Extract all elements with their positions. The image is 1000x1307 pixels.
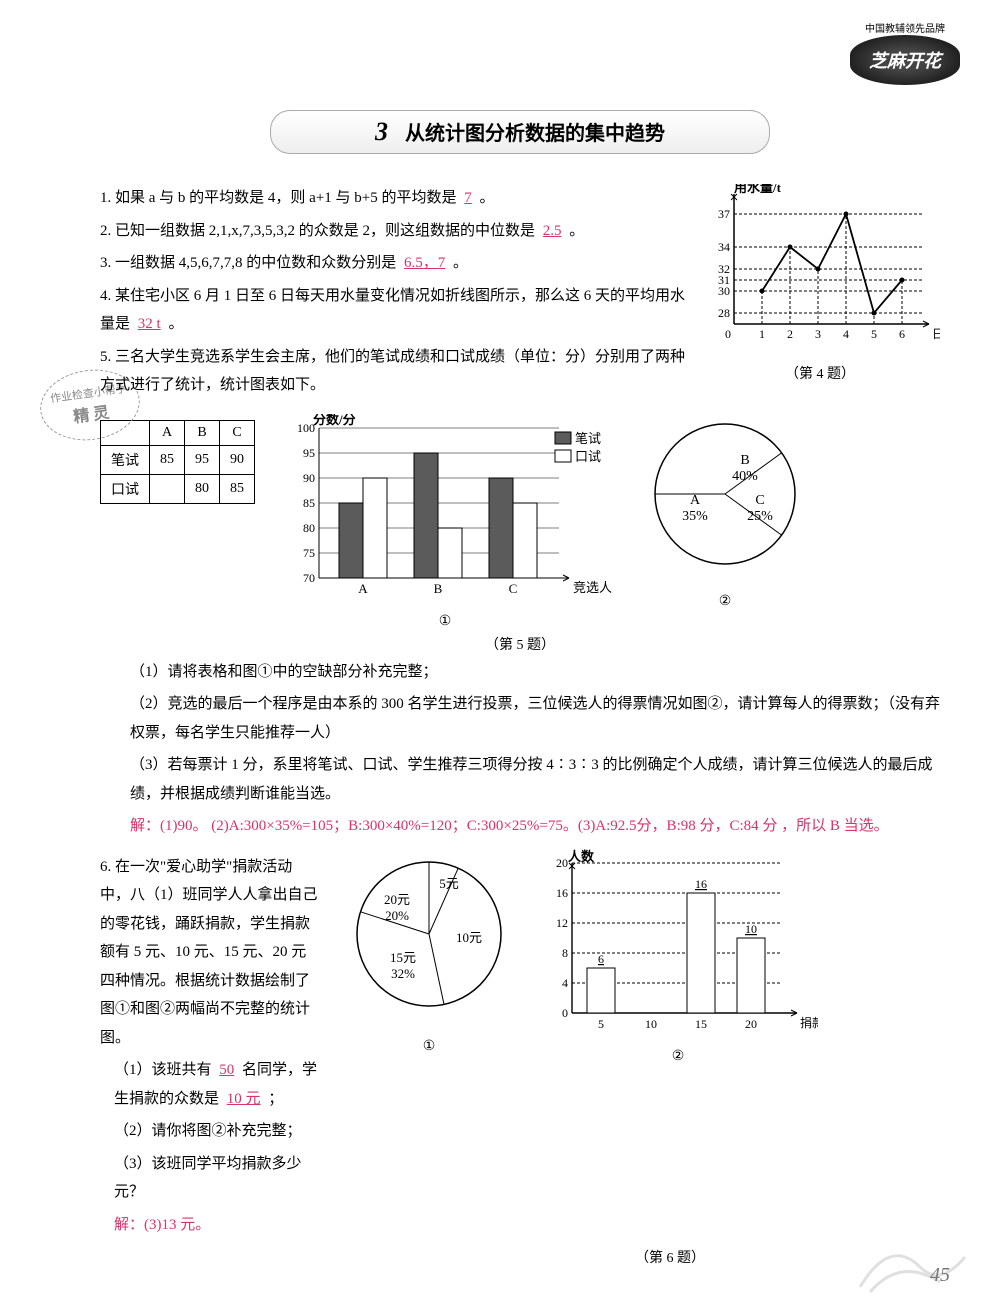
q1-answer: 7 — [460, 190, 476, 206]
svg-text:竞选人: 竞选人 — [573, 580, 612, 595]
q5-bar-circled: ① — [275, 613, 615, 630]
svg-text:B: B — [434, 581, 443, 596]
svg-text:B: B — [740, 453, 749, 468]
svg-text:15元: 15元 — [390, 950, 416, 965]
question-5: 5. 三名大学生竞选系学生会主席，他们的笔试成绩和口试成绩（单位：分）分别用了两… — [100, 343, 940, 400]
svg-text:20元: 20元 — [384, 892, 410, 907]
svg-text:80: 80 — [303, 521, 315, 535]
q6-sub1: （1）该班共有 50 名同学，学生捐款的众数是 10 元 ； — [100, 1056, 320, 1113]
svg-text:35%: 35% — [682, 509, 708, 524]
q5-sub2: （2）竞选的最后一个程序是由本系的 300 名学生进行投票，三位候选人的得票情况… — [100, 690, 940, 747]
brand-badge: 中国教辅领先品牌 芝麻开花 — [850, 20, 960, 85]
svg-text:A: A — [358, 581, 368, 596]
svg-text:12: 12 — [556, 916, 568, 930]
section-title: 3 从统计图分析数据的集中趋势 — [270, 110, 770, 154]
q6-sub3: （3）该班同学平均捐款多少元？ — [100, 1150, 320, 1207]
q4-answer: 32 t — [134, 316, 165, 332]
svg-text:C: C — [755, 493, 764, 508]
svg-text:8: 8 — [562, 946, 568, 960]
svg-text:100: 100 — [297, 421, 315, 435]
svg-text:90: 90 — [303, 471, 315, 485]
q6-ans1: 50 — [215, 1062, 238, 1078]
q5-answer: 解：(1)90。 (2)A:300×35%=105；B:300×40%=120；… — [100, 812, 940, 841]
svg-text:口试: 口试 — [575, 449, 601, 464]
brand-top-text: 中国教辅领先品牌 — [850, 20, 960, 35]
question-4: 4. 某住宅小区 6 月 1 日至 6 日每天用水量变化情况如折线图所示，那么这… — [100, 282, 940, 339]
svg-text:16: 16 — [695, 877, 707, 891]
q5-sub1: （1）请将表格和图①中的空缺部分补充完整； — [100, 658, 940, 687]
q6-pie-circled: ① — [334, 1038, 524, 1055]
q6-bar-chart: 人数 0 4 8 12 16 20 6 5 10 16 15 10 — [538, 849, 818, 1039]
svg-text:15: 15 — [695, 1017, 707, 1031]
q5-score-table: ABC 笔试859590 口试8085 — [100, 420, 255, 504]
svg-text:20%: 20% — [385, 908, 409, 923]
q5-fig-label: （第 5 题） — [100, 634, 940, 654]
svg-text:C: C — [509, 581, 518, 596]
q6-sub2: （2）请你将图②补充完整； — [100, 1117, 320, 1146]
svg-text:4: 4 — [562, 976, 568, 990]
svg-text:5: 5 — [598, 1017, 604, 1031]
svg-text:85: 85 — [303, 496, 315, 510]
q2-answer: 2.5 — [539, 223, 566, 239]
q5-pie-circled: ② — [635, 593, 815, 610]
section-title-text: 从统计图分析数据的集中趋势 — [405, 123, 665, 145]
q5-bar-chart: 分数/分 70 75 80 85 90 95 100 A B — [275, 414, 615, 604]
svg-text:5元: 5元 — [439, 876, 459, 891]
page-number: 45 — [930, 1264, 950, 1287]
brand-logo: 芝麻开花 — [850, 35, 960, 85]
svg-text:笔试: 笔试 — [575, 431, 601, 446]
question-2: 2. 已知一组数据 2,1,x,7,3,5,3,2 的众数是 2，则这组数据的中… — [100, 217, 940, 246]
corner-decoration — [850, 1227, 970, 1297]
question-1: 1. 如果 a 与 b 的平均数是 4，则 a+1 与 b+5 的平均数是 7 … — [100, 184, 940, 213]
svg-text:20: 20 — [745, 1017, 757, 1031]
svg-text:0: 0 — [562, 1006, 568, 1020]
svg-text:40%: 40% — [732, 469, 758, 484]
svg-text:16: 16 — [556, 886, 568, 900]
svg-text:32%: 32% — [391, 966, 415, 981]
q6-pie-chart: 20元 20% 5元 10元 15元 32% — [334, 849, 524, 1029]
question-3: 3. 一组数据 4,5,6,7,7,8 的中位数和众数分别是 6.5，7 。 — [100, 249, 940, 278]
svg-text:人数: 人数 — [568, 849, 595, 864]
svg-text:10: 10 — [645, 1017, 657, 1031]
q3-answer: 6.5，7 — [400, 255, 449, 271]
q6-answer: 解：(3)13 元。 — [100, 1211, 320, 1240]
question-6: 6. 在一次"爱心助学"捐款活动中，八（1）班同学人人拿出自己的零花钱，踊跃捐款… — [100, 853, 320, 1053]
q5-sub3: （3）若每票计 1 分，系里将笔试、口试、学生推荐三项得分按 4∶3∶3 的比例… — [100, 751, 940, 808]
svg-text:捐款额/元: 捐款额/元 — [800, 1016, 818, 1030]
svg-text:20: 20 — [556, 856, 568, 870]
section-number: 3 — [375, 117, 388, 146]
svg-text:10元: 10元 — [456, 930, 482, 945]
q6-bar-circled: ② — [538, 1048, 818, 1065]
svg-text:75: 75 — [303, 546, 315, 560]
q5-pie-chart: A 35% B 40% C 25% — [635, 414, 815, 584]
svg-text:分数/分: 分数/分 — [313, 414, 356, 427]
q6-ans2: 10 元 — [223, 1091, 265, 1107]
svg-text:6: 6 — [598, 952, 604, 966]
svg-text:95: 95 — [303, 446, 315, 460]
svg-text:25%: 25% — [747, 509, 773, 524]
svg-text:10: 10 — [745, 922, 757, 936]
svg-text:70: 70 — [303, 571, 315, 585]
svg-text:A: A — [690, 493, 701, 508]
